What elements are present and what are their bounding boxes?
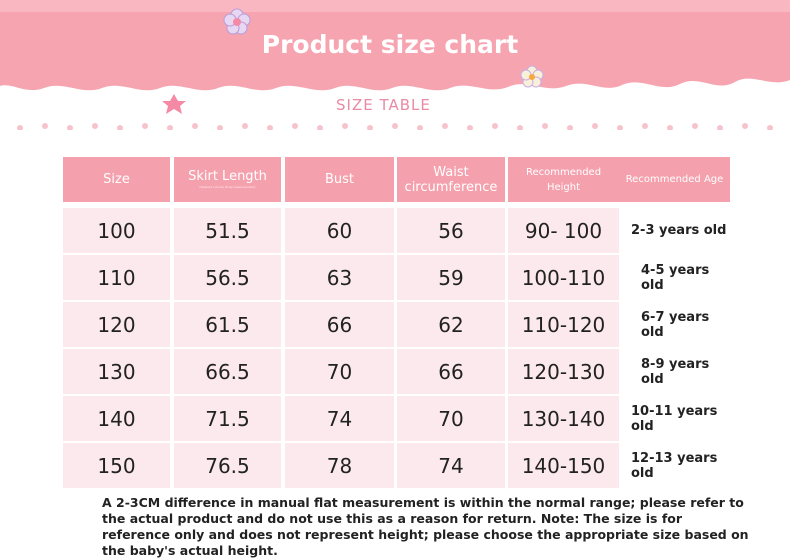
table-row: 130 66.5 70 66 120-130 8-9 years old [63,349,730,394]
cell-age: 12-13 years old [619,443,730,488]
cell-height: 140-150 [508,443,619,488]
cell-skirt-length: 71.5 [174,396,281,441]
table-row: 120 61.5 66 62 110-120 6-7 years old [63,302,730,347]
star-icon [162,94,186,114]
header-size: Size [63,157,170,202]
header-recommended-height: Recommended Height [508,157,619,202]
header-waist-line1: Waist [433,164,469,180]
cell-waist: 59 [397,255,505,300]
cell-age: 4-5 years old [619,255,730,300]
cell-waist: 56 [397,208,505,253]
header-bust-label: Bust [324,172,355,187]
table-row: 100 51.5 60 56 90- 100 2-3 years old [63,208,730,253]
cell-bust: 63 [285,255,394,300]
flower-icon [520,65,544,88]
banner-graphic [0,0,790,130]
header-skirt-length: Skirt Length (Desired include strap meas… [174,157,281,202]
table-row: 150 76.5 78 74 140-150 12-13 years old [63,443,730,488]
header-size-label: Size [103,172,130,187]
cell-size: 100 [63,208,170,253]
page-subtitle: SIZE TABLE [336,96,431,114]
flower-icon [223,8,251,35]
header-skirt-note: (Desired include strap measurement) [199,185,256,189]
cell-skirt-length: 76.5 [174,443,281,488]
header-skirt-length-label: Skirt Length [188,169,267,184]
cell-age: 8-9 years old [619,349,730,394]
cell-waist: 66 [397,349,505,394]
cell-size: 140 [63,396,170,441]
cell-age: 6-7 years old [619,302,730,347]
cell-waist: 70 [397,396,505,441]
table-row: 110 56.5 63 59 100-110 4-5 years old [63,255,730,300]
cell-bust: 74 [285,396,394,441]
cell-bust: 60 [285,208,394,253]
cell-size: 150 [63,443,170,488]
cell-skirt-length: 56.5 [174,255,281,300]
cell-size: 130 [63,349,170,394]
cell-height: 100-110 [508,255,619,300]
header-recommended-age: Recommended Age [619,157,730,202]
header-waist-line2: circumference [404,179,498,195]
cell-age: 10-11 years old [619,396,730,441]
cell-waist: 62 [397,302,505,347]
cell-skirt-length: 51.5 [174,208,281,253]
header-banner: Product size chart SIZE TABLE [0,0,790,130]
header-bust: Bust [285,157,394,202]
header-recommended-height-label: Recommended Height [525,166,602,193]
cell-height: 120-130 [508,349,619,394]
cell-bust: 70 [285,349,394,394]
header-waist: Waist circumference [397,157,505,202]
cell-skirt-length: 66.5 [174,349,281,394]
cell-waist: 74 [397,443,505,488]
table-header-row: Size Skirt Length (Desired include strap… [63,157,730,202]
page-title: Product size chart [261,30,519,59]
cell-height: 130-140 [508,396,619,441]
table-row: 140 71.5 74 70 130-140 10-11 years old [63,396,730,441]
cell-size: 120 [63,302,170,347]
footer-note: A 2-3CM difference in manual flat measur… [102,495,749,558]
cell-height: 90- 100 [508,208,619,253]
cell-size: 110 [63,255,170,300]
cell-height: 110-120 [508,302,619,347]
cell-bust: 78 [285,443,394,488]
cell-age: 2-3 years old [619,208,730,253]
header-recommended-age-label: Recommended Age [625,174,724,185]
cell-skirt-length: 61.5 [174,302,281,347]
cell-bust: 66 [285,302,394,347]
